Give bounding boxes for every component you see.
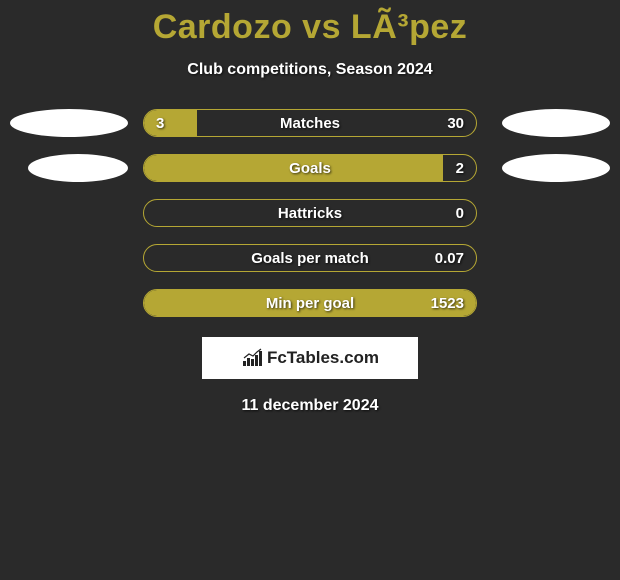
stat-row: Goals per match0.07 — [10, 244, 610, 272]
subtitle: Club competitions, Season 2024 — [0, 61, 620, 79]
stat-label: Hattricks — [144, 200, 476, 226]
chart-icon — [241, 348, 263, 368]
right-column — [492, 109, 610, 137]
stat-label: Goals — [144, 155, 476, 181]
player-right-badge — [502, 109, 610, 137]
stat-label: Min per goal — [144, 290, 476, 316]
stats-rows: 3Matches30 Goals2 Hattricks0 Goals per matc… — [0, 109, 620, 317]
stat-bar: 3Matches30 — [143, 109, 477, 137]
page-title: Cardozo vs LÃ³pez — [0, 0, 620, 47]
player-left-badge — [10, 109, 128, 137]
stat-row: Hattricks0 — [10, 199, 610, 227]
brand-logo: FcTables.com — [202, 337, 418, 379]
stat-bar: Min per goal1523 — [143, 289, 477, 317]
stat-right-value: 30 — [447, 110, 464, 136]
brand-text: FcTables.com — [267, 348, 379, 368]
stat-row: 3Matches30 — [10, 109, 610, 137]
stat-right-value: 0.07 — [435, 245, 464, 271]
player-right-badge — [502, 154, 610, 182]
player-left-badge — [28, 154, 128, 182]
stat-right-value: 1523 — [431, 290, 464, 316]
stat-label: Matches — [144, 110, 476, 136]
left-column — [10, 154, 128, 182]
comparison-widget: Cardozo vs LÃ³pez Club competitions, Sea… — [0, 0, 620, 580]
date-label: 11 december 2024 — [0, 397, 620, 415]
stat-bar: Goals2 — [143, 154, 477, 182]
stat-label: Goals per match — [144, 245, 476, 271]
right-column — [492, 154, 610, 182]
stat-right-value: 2 — [456, 155, 464, 181]
stat-row: Goals2 — [10, 154, 610, 182]
left-column — [10, 109, 128, 137]
stat-row: Min per goal1523 — [10, 289, 610, 317]
stat-right-value: 0 — [456, 200, 464, 226]
stat-bar: Hattricks0 — [143, 199, 477, 227]
stat-bar: Goals per match0.07 — [143, 244, 477, 272]
